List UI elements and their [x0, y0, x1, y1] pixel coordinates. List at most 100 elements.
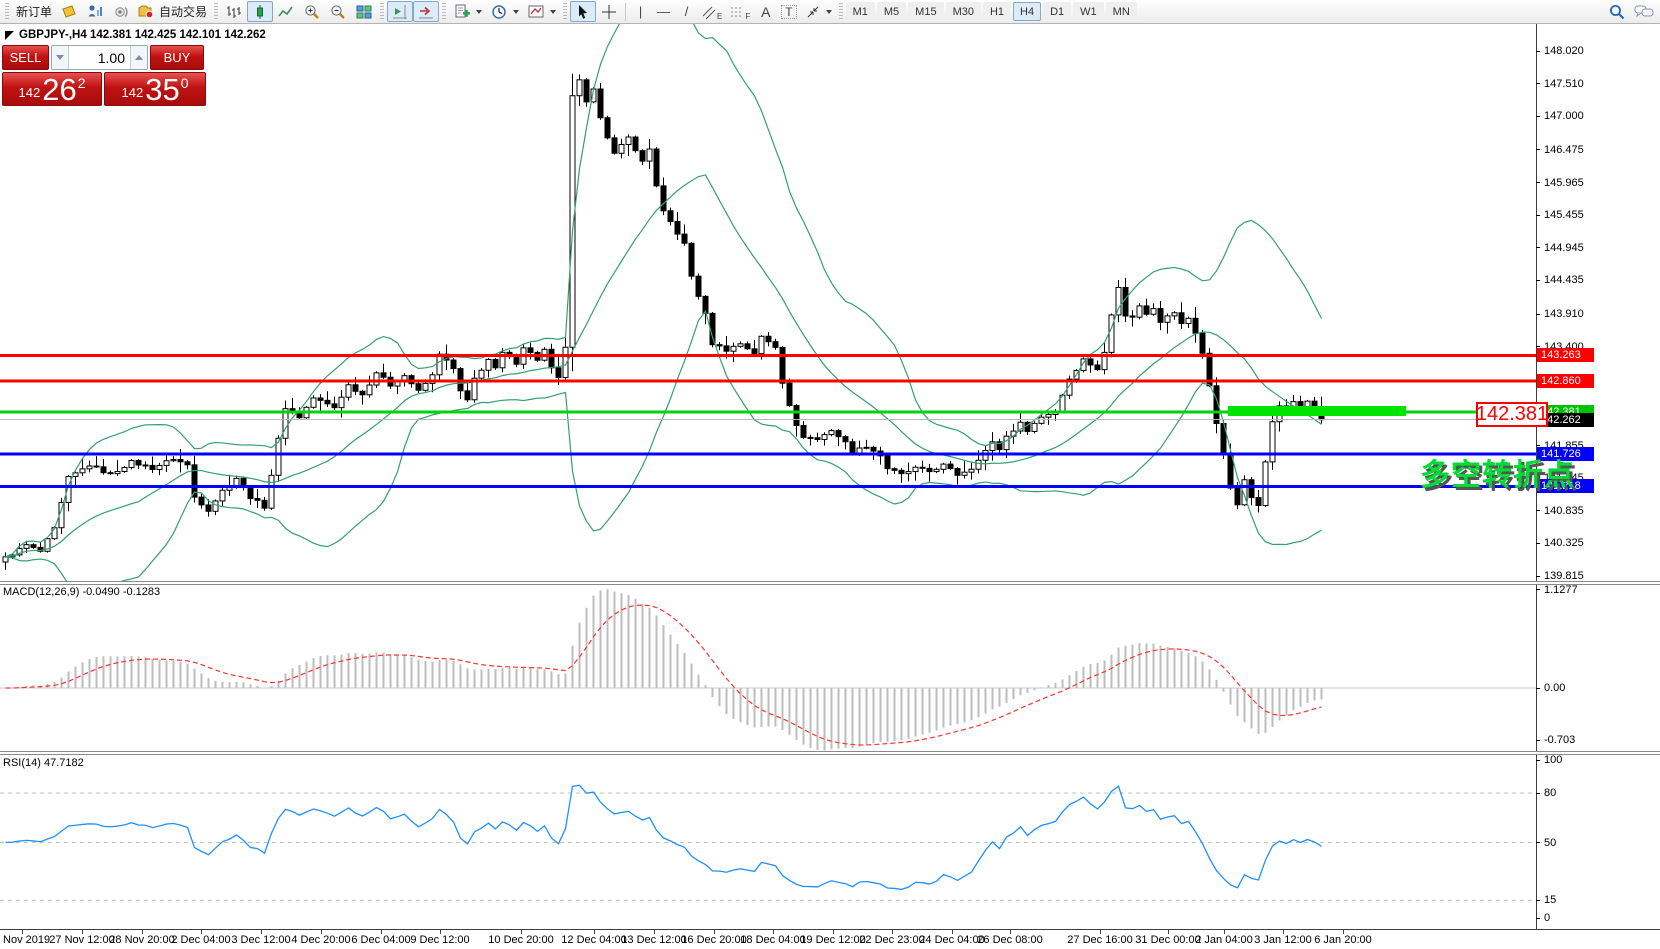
tick-mark	[1536, 115, 1540, 117]
buy-button[interactable]: BUY	[150, 45, 204, 70]
timeframe-m1-button[interactable]: M1	[845, 2, 875, 21]
bar-chart-button[interactable]	[221, 1, 247, 22]
toolbar-grip[interactable]	[442, 2, 447, 21]
auto-scroll-icon	[419, 6, 434, 18]
data-window-icon	[88, 4, 103, 16]
time-label: 13 Dec 12:00	[621, 934, 687, 946]
auto-scroll-button[interactable]	[413, 1, 440, 22]
panel-separator[interactable]	[0, 581, 1660, 585]
toolbar-grip[interactable]	[838, 2, 843, 21]
candlestick-button[interactable]	[247, 1, 274, 22]
text-button[interactable]: A	[754, 1, 777, 22]
macd-label: MACD(12,26,9) -0.0490 -0.1283	[3, 586, 161, 598]
horizontal-line-button[interactable]: —	[652, 1, 675, 22]
timeframe-group: M1 M5 M15 M30 H1 H4 D1 W1 MN	[845, 2, 1137, 21]
time-tick	[1224, 930, 1225, 934]
toolbar-grip[interactable]	[380, 2, 385, 21]
time-label: 2 Jan 04:00	[1195, 934, 1253, 946]
timeframe-h1-button[interactable]: H1	[982, 2, 1012, 21]
time-label: 9 Dec 12:00	[410, 934, 470, 946]
line-chart-button[interactable]	[273, 1, 299, 22]
price-axis[interactable]: 148.020 147.510 147.000 146.475 145.965 145.4…	[1536, 0, 1660, 949]
timeframe-mn-button[interactable]: MN	[1105, 2, 1137, 21]
price-axis-tick: 140.835	[1536, 504, 1584, 517]
sell-button[interactable]: SELL	[2, 45, 49, 70]
tick-mark	[1536, 739, 1540, 741]
arrows-caret-icon	[825, 9, 832, 14]
cursor-button[interactable]	[570, 1, 597, 22]
fibonacci-button[interactable]: F	[726, 1, 754, 22]
templates-button[interactable]	[523, 1, 560, 22]
chat-button[interactable]	[1630, 1, 1658, 22]
zoom-out-button[interactable]	[325, 1, 351, 22]
data-window-button[interactable]	[82, 1, 108, 22]
price-axis-tick: 147.000	[1536, 110, 1584, 123]
market-watch-button[interactable]	[56, 1, 82, 22]
search-button[interactable]	[1604, 1, 1630, 22]
price-axis-tick: 144.435	[1536, 274, 1584, 287]
price-axis-tick: 147.510	[1536, 77, 1584, 90]
time-tick	[952, 930, 953, 934]
price-flag-label[interactable]: 142.381	[1476, 402, 1548, 427]
label-button[interactable]: T	[777, 1, 800, 22]
navigator-icon	[115, 6, 128, 17]
toolbar-grip[interactable]	[214, 2, 219, 21]
tick-mark	[1536, 182, 1540, 184]
timeframe-m15-button[interactable]: M15	[908, 2, 944, 21]
price-level-badge: 141.218	[1537, 479, 1594, 494]
indicators-button[interactable]	[449, 1, 486, 22]
panel-separator[interactable]	[0, 751, 1660, 755]
timeframe-w1-button[interactable]: W1	[1073, 2, 1104, 21]
volume-increase-button[interactable]	[130, 46, 147, 69]
tile-windows-icon	[356, 5, 372, 18]
timeframe-m30-button[interactable]: M30	[945, 2, 981, 21]
timeframe-h4-button[interactable]: H4	[1013, 2, 1042, 21]
tick-mark	[1536, 247, 1540, 249]
bid-pipette: 2	[77, 75, 86, 91]
new-order-button[interactable]: 新订单	[12, 1, 56, 22]
main-price-chart[interactable]	[0, 24, 1536, 584]
navigator-button[interactable]	[108, 1, 134, 22]
autotrading-button[interactable]: 自动交易	[134, 1, 211, 22]
tick-mark	[1536, 214, 1540, 216]
time-tick	[773, 930, 774, 934]
one-click-trading-panel: SELL 1.00 BUY 142 26 2 142 35 0	[2, 45, 206, 108]
ask-quote[interactable]: 142 35 0	[104, 72, 206, 106]
chart-shift-button[interactable]	[387, 1, 414, 22]
price-level-badge: 143.263	[1537, 348, 1594, 363]
trendline-button[interactable]: /	[675, 1, 698, 22]
highlight-segment-object[interactable]	[1228, 406, 1406, 416]
vertical-line-button[interactable]: |	[629, 1, 652, 22]
time-label: 6 Jan 20:00	[1314, 934, 1372, 946]
macd-axis-tick: 1.1277	[1536, 583, 1578, 596]
timeframe-m5-button[interactable]: M5	[876, 2, 907, 21]
time-tick	[82, 930, 83, 934]
price-axis-tick: 148.020	[1536, 45, 1584, 58]
arrows-button[interactable]	[801, 1, 836, 22]
toolbar-grip[interactable]	[563, 2, 568, 21]
bid-big-digits: 26	[42, 72, 77, 107]
time-tick	[1283, 930, 1284, 934]
macd-axis-tick: -0.703	[1536, 734, 1575, 747]
rsi-panel[interactable]	[0, 754, 1536, 929]
bid-quote[interactable]: 142 26 2	[2, 72, 102, 106]
label-tool-icon: T	[781, 4, 797, 19]
ocp-price-row: 142 26 2 142 35 0	[2, 72, 206, 106]
main-toolbar: 新订单 自动交易	[0, 0, 1660, 24]
tick-mark	[1536, 792, 1540, 794]
volume-input[interactable]: 1.00	[97, 49, 125, 66]
turning-point-annotation: 多空转折点	[1420, 459, 1575, 492]
time-label: 31 Dec 00:00	[1135, 934, 1201, 946]
macd-panel[interactable]	[0, 584, 1536, 754]
toolbar-grip[interactable]	[5, 2, 9, 21]
timeframe-d1-button[interactable]: D1	[1043, 2, 1072, 21]
volume-decrease-button[interactable]	[52, 46, 69, 69]
channel-button[interactable]: E	[698, 1, 726, 22]
time-label: 19 Dec 12:00	[800, 934, 866, 946]
zoom-in-button[interactable]	[299, 1, 325, 22]
crosshair-button[interactable]	[596, 1, 622, 22]
periods-button[interactable]	[486, 1, 523, 22]
tile-windows-button[interactable]	[351, 1, 377, 22]
